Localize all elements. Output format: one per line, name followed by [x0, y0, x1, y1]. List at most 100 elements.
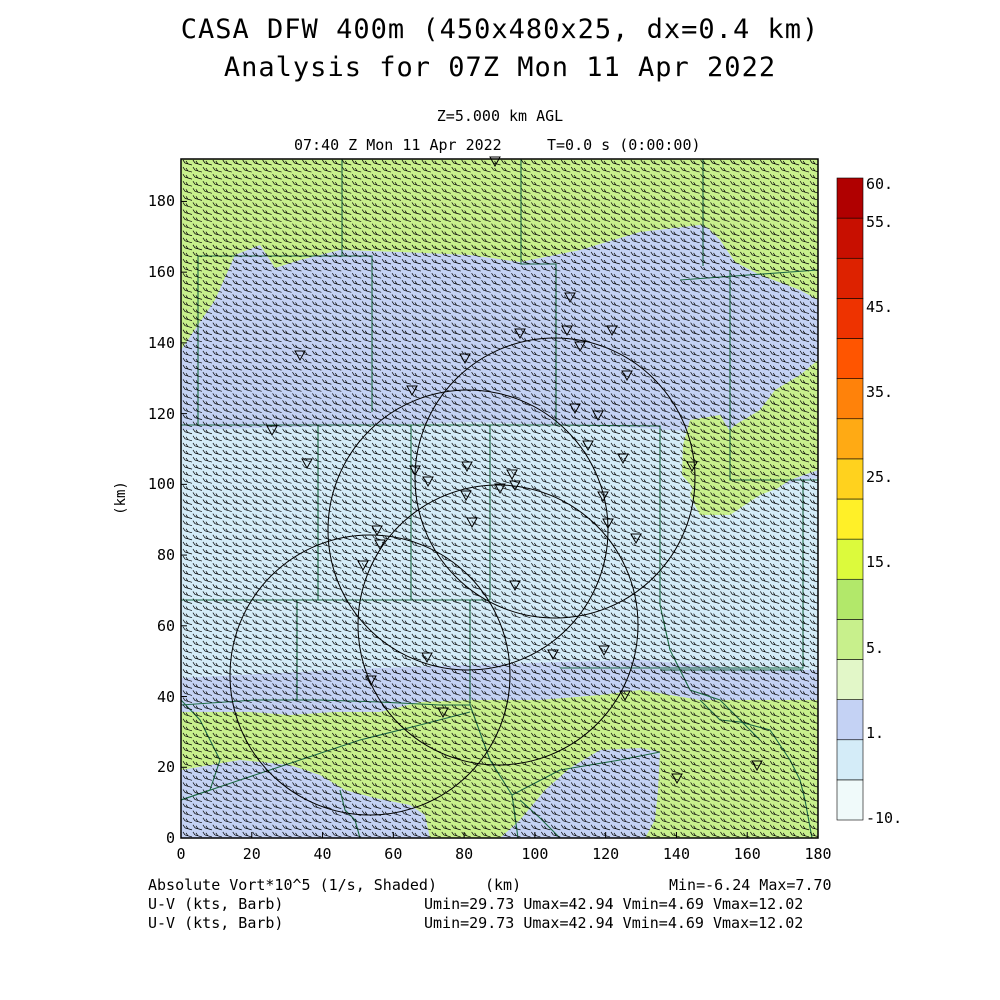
wind-barb-icon [630, 166, 640, 173]
wind-barb-icon [302, 166, 312, 173]
wind-barb-icon [302, 223, 312, 229]
wind-barb-icon [381, 265, 392, 272]
wind-barb-icon [660, 216, 670, 222]
wind-barb-icon [799, 265, 810, 272]
wind-barb-icon [451, 181, 461, 187]
wind-barb-icon [690, 166, 700, 173]
wind-barb-icon [799, 230, 810, 237]
range-ring [229, 534, 511, 816]
wind-barb-icon [242, 181, 252, 187]
wind-barb-icon [351, 202, 362, 208]
wind-barb-icon [590, 209, 601, 215]
wind-barb-icon [282, 223, 292, 229]
wind-barb-icon [461, 159, 471, 166]
wind-barb-icon [332, 244, 342, 251]
wind-barb-icon [351, 280, 362, 286]
wind-barb-icon [521, 258, 531, 265]
wind-barb-icon [710, 258, 720, 265]
wind-barb-icon [511, 173, 521, 180]
wind-barb-icon [431, 265, 441, 272]
wind-barb-icon [481, 251, 491, 258]
wind-barb-icon [550, 280, 561, 286]
wind-barb-icon [312, 181, 322, 187]
wind-barb-icon [371, 280, 382, 286]
wind-barb-icon [471, 237, 481, 244]
wind-barb-icon [431, 181, 441, 187]
wind-barb-icon [282, 166, 292, 173]
wind-barb-icon [242, 159, 252, 166]
wind-barb-icon [750, 237, 760, 244]
wind-barb-icon [371, 166, 382, 173]
wind-barb-icon [461, 230, 471, 237]
wind-barb-icon [381, 237, 392, 244]
wind-barb-icon [550, 209, 561, 215]
wind-barb-icon [501, 209, 511, 215]
wind-barb-icon [491, 181, 501, 187]
wind-barb-icon [690, 272, 700, 279]
wind-barb-icon [182, 280, 193, 286]
wind-barb-icon [282, 280, 292, 286]
wind-barb-icon [590, 166, 601, 173]
wind-barb-icon [252, 251, 262, 258]
wind-barb-icon [521, 272, 531, 279]
wind-barb-icon [232, 173, 242, 180]
wind-barb-icon [531, 159, 541, 166]
wind-barb-icon [192, 287, 203, 293]
wind-barb-icon [192, 188, 203, 194]
wind-barb-icon [720, 166, 730, 173]
wind-barb-icon [242, 251, 252, 258]
wind-barb-icon [322, 272, 332, 279]
wind-barb-icon [272, 265, 282, 272]
wind-barb-icon [531, 272, 541, 279]
wind-barb-icon [182, 251, 193, 258]
wind-barb-icon [351, 195, 362, 201]
wind-barb-icon [381, 166, 392, 173]
wind-barb-icon [590, 188, 601, 194]
wind-barb-icon [491, 280, 501, 286]
wind-barb-icon [531, 202, 541, 208]
wind-barb-icon [501, 230, 511, 237]
wind-barb-icon [401, 272, 412, 279]
wind-barb-icon [282, 202, 292, 208]
wind-barb-icon [272, 159, 282, 166]
wind-barb-icon [550, 265, 561, 272]
wind-barb-icon [431, 216, 441, 222]
wind-barb-icon [580, 272, 591, 279]
wind-barb-icon [302, 159, 312, 166]
wind-barb-icon [312, 244, 322, 251]
wind-barb-icon [361, 188, 372, 194]
wind-barb-icon [590, 265, 601, 272]
wind-barb-icon [451, 230, 461, 237]
wind-barb-icon [789, 280, 800, 286]
wind-barb-icon [590, 280, 601, 286]
wind-barb-icon [351, 244, 362, 251]
wind-barb-icon [212, 230, 222, 237]
wind-barb-icon [341, 223, 352, 229]
wind-barb-icon [550, 237, 561, 244]
wind-barb-icon [630, 251, 640, 258]
wind-barb-icon [759, 237, 770, 244]
wind-barb-icon [690, 195, 700, 201]
wind-barb-icon [312, 166, 322, 173]
wind-barb-icon [769, 244, 780, 251]
wind-barb-icon [670, 216, 680, 222]
wind-barb-icon [750, 230, 760, 237]
wind-barb-icon [630, 216, 640, 222]
wind-barb-icon [451, 195, 461, 201]
wind-barb-icon [371, 195, 382, 201]
wind-barb-icon [720, 280, 730, 286]
wind-barb-icon [511, 258, 521, 265]
wind-barb-icon [202, 166, 213, 173]
wind-barb-icon [640, 272, 650, 279]
wind-barb-icon [421, 223, 431, 229]
wind-barb-icon [381, 272, 392, 279]
wind-barb-icon [361, 223, 372, 229]
wind-barb-icon [720, 251, 730, 258]
wind-barb-icon [560, 237, 571, 244]
shading-region-verylight [181, 422, 818, 678]
wind-barb-icon [202, 258, 213, 265]
wind-barb-icon [192, 159, 203, 166]
wind-barb-icon [192, 237, 203, 244]
wind-barb-icon [570, 237, 581, 244]
wind-barb-icon [292, 188, 302, 194]
